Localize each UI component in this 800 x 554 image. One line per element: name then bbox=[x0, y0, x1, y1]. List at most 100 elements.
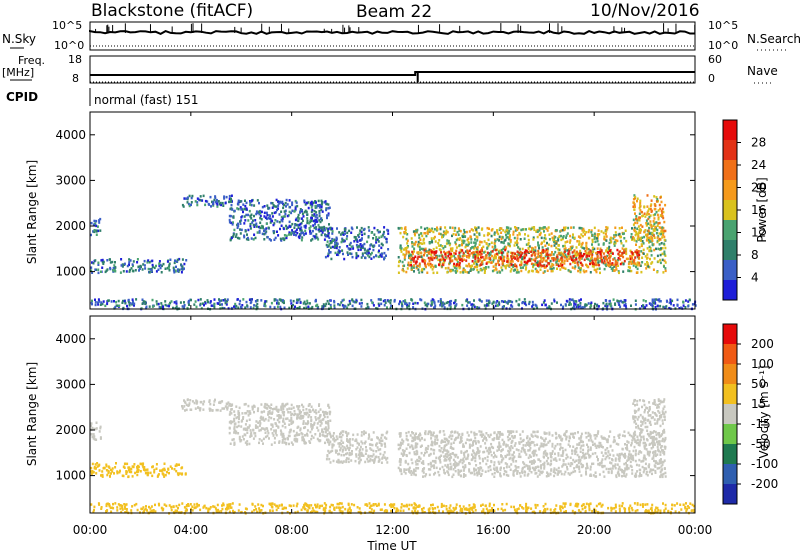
echo-cell bbox=[328, 412, 331, 416]
echo-cell bbox=[513, 451, 515, 454]
echo-cell bbox=[544, 303, 547, 307]
echo-cell bbox=[603, 267, 606, 271]
echo-cell bbox=[691, 303, 694, 306]
echo-cell bbox=[545, 264, 548, 268]
echo-cell bbox=[134, 269, 137, 272]
echo-cell bbox=[663, 229, 666, 233]
echo-cell bbox=[655, 247, 657, 251]
echo-cell bbox=[605, 299, 608, 302]
echo-cell bbox=[288, 233, 290, 236]
echo-cell bbox=[114, 305, 117, 309]
echo-cell bbox=[367, 226, 370, 229]
echo-cell bbox=[645, 222, 648, 225]
echo-cell bbox=[479, 445, 482, 448]
echo-cell bbox=[545, 259, 548, 263]
echo-cell bbox=[455, 246, 458, 249]
echo-cell bbox=[216, 203, 219, 206]
echo-cell bbox=[657, 218, 660, 221]
echo-cell bbox=[294, 439, 297, 443]
echo-cell bbox=[359, 458, 362, 462]
echo-cell bbox=[166, 267, 169, 270]
echo-cell bbox=[366, 305, 369, 309]
echo-cell bbox=[579, 236, 582, 239]
echo-cell bbox=[577, 252, 580, 256]
echo-cell bbox=[246, 410, 249, 413]
echo-cell bbox=[249, 301, 252, 305]
echo-cell bbox=[536, 260, 539, 263]
echo-cell bbox=[188, 303, 190, 306]
echo-cell bbox=[432, 230, 435, 234]
echo-cell bbox=[239, 206, 242, 209]
echo-cell bbox=[472, 268, 475, 271]
echo-cell bbox=[277, 410, 280, 413]
echo-cell bbox=[377, 456, 380, 459]
echo-cell bbox=[525, 303, 528, 307]
echo-cell bbox=[293, 231, 296, 234]
echo-cell bbox=[380, 443, 383, 447]
echo-cell bbox=[463, 453, 466, 456]
echo-cell bbox=[526, 260, 529, 263]
echo-cell bbox=[623, 237, 626, 240]
echo-cell bbox=[128, 270, 131, 273]
echo-cell bbox=[99, 427, 102, 430]
echo-cell bbox=[360, 440, 363, 443]
echo-cell bbox=[627, 257, 630, 261]
colorbar-tick-label: 20 bbox=[751, 181, 766, 195]
echo-cell bbox=[386, 456, 389, 460]
search-tick-bottom: 10^0 bbox=[708, 39, 738, 52]
echo-cell bbox=[95, 427, 98, 430]
echo-cell bbox=[661, 252, 664, 256]
echo-cell bbox=[500, 241, 503, 244]
echo-cell bbox=[283, 441, 286, 444]
echo-cell bbox=[451, 247, 454, 250]
echo-cell bbox=[345, 457, 348, 460]
echo-cell bbox=[632, 197, 635, 201]
echo-cell bbox=[196, 203, 199, 207]
echo-cell bbox=[476, 268, 479, 272]
echo-cell bbox=[151, 265, 154, 268]
echo-cell bbox=[480, 256, 482, 259]
echo-cell bbox=[582, 269, 585, 272]
echo-cell bbox=[633, 229, 636, 233]
echo-cell bbox=[349, 302, 352, 305]
echo-cell bbox=[416, 302, 419, 305]
echo-cell bbox=[417, 255, 420, 259]
echo-cell bbox=[467, 243, 470, 247]
echo-cell bbox=[308, 440, 311, 443]
echo-cell bbox=[215, 408, 218, 412]
echo-cell bbox=[343, 257, 346, 261]
echo-cell bbox=[368, 255, 371, 259]
echo-cell bbox=[497, 259, 500, 262]
echo-cell bbox=[463, 269, 466, 272]
echo-cell bbox=[416, 257, 419, 260]
echo-cell bbox=[503, 264, 506, 268]
echo-cell bbox=[298, 409, 301, 413]
echo-cell bbox=[442, 257, 445, 260]
echo-cell bbox=[375, 238, 378, 242]
echo-cell bbox=[518, 231, 521, 235]
echo-cell bbox=[379, 255, 381, 258]
echo-cell bbox=[578, 242, 581, 246]
echo-cell bbox=[500, 237, 503, 241]
echo-cell bbox=[540, 236, 543, 240]
echo-cell bbox=[475, 250, 478, 254]
echo-cell bbox=[112, 266, 115, 270]
echo-cell bbox=[304, 426, 307, 429]
echo-cell bbox=[350, 245, 353, 248]
echo-cell bbox=[301, 209, 303, 212]
echo-cell bbox=[661, 228, 664, 232]
echo-cell bbox=[623, 434, 626, 438]
echo-cell bbox=[426, 254, 429, 257]
echo-cell bbox=[542, 226, 545, 229]
echo-cell bbox=[216, 205, 219, 208]
echo-cell bbox=[456, 230, 459, 234]
echo-cell bbox=[567, 269, 570, 272]
echo-cell bbox=[537, 252, 540, 256]
echo-cell bbox=[546, 247, 549, 250]
echo-cell bbox=[237, 222, 239, 226]
echo-cell bbox=[450, 299, 453, 303]
echo-cell bbox=[320, 226, 323, 230]
echo-cell bbox=[277, 302, 280, 305]
echo-cell bbox=[596, 239, 599, 243]
freq-label: Freq. bbox=[18, 54, 45, 67]
